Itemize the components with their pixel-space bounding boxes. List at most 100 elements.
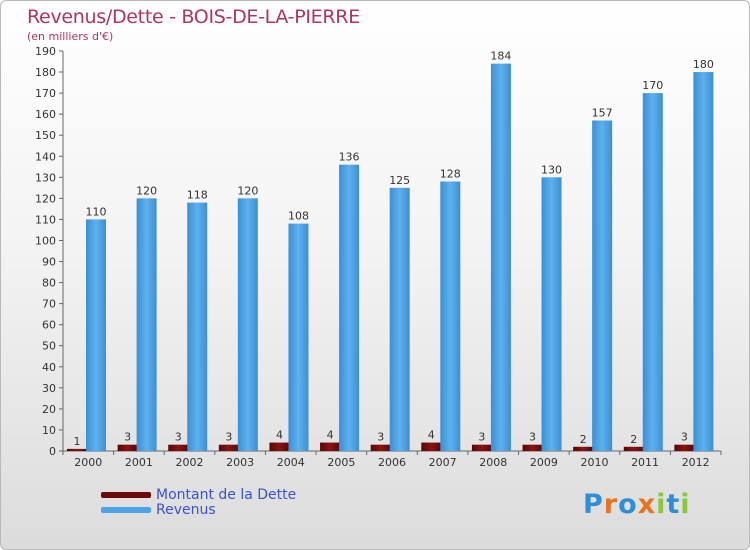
bar-revenus-2012	[693, 72, 714, 451]
y-tick-label: 190	[35, 45, 56, 58]
data-label-dette-2003: 3	[225, 431, 232, 444]
bar-dette-2001	[117, 444, 138, 451]
bar-revenus-2004	[288, 223, 309, 451]
legend-label-dette: Montant de la Dette	[156, 487, 297, 503]
bar-dette-2009	[522, 444, 543, 451]
bars-group	[67, 63, 714, 452]
bar-revenus-2008	[490, 63, 511, 451]
x-tick-label-2007: 2007	[429, 456, 457, 469]
y-tick-label: 80	[42, 277, 56, 290]
data-label-dette-2010: 2	[580, 433, 587, 446]
x-tick-label-2004: 2004	[277, 456, 305, 469]
bar-dette-2000	[67, 448, 87, 451]
y-tick-label: 10	[42, 424, 56, 437]
x-tick-label-2010: 2010	[580, 456, 608, 469]
bar-revenus-2002	[187, 202, 208, 451]
logo-letter: o	[618, 489, 638, 520]
y-tick-label: 0	[49, 445, 56, 458]
proxiti-logo: Proxiti	[583, 489, 691, 520]
y-tick-label: 100	[35, 234, 56, 247]
bar-dette-2003	[218, 444, 239, 451]
legend-swatch-revenus	[101, 507, 151, 513]
data-label-revenus-2007: 128	[440, 168, 461, 181]
bar-dette-2005	[320, 442, 341, 451]
bar-revenus-2000	[86, 219, 106, 451]
chart-title: Revenus/Dette - BOIS-DE-LA-PIERRE	[27, 6, 360, 28]
bar-revenus-2010	[592, 120, 613, 451]
y-tick-label: 60	[42, 319, 56, 332]
bar-dette-2012	[674, 444, 695, 451]
legend-label-revenus: Revenus	[156, 502, 216, 518]
x-tick-label-2000: 2000	[74, 456, 102, 469]
bar-dette-2007	[421, 442, 442, 451]
data-label-revenus-2011: 170	[642, 79, 663, 92]
logo-letter: r	[603, 489, 619, 520]
data-label-dette-2009: 3	[529, 431, 536, 444]
bar-revenus-2006	[389, 187, 410, 451]
chart-subtitle: (en milliers d'€)	[27, 30, 114, 43]
y-tick-label: 150	[35, 129, 56, 142]
bar-revenus-2003	[237, 198, 258, 451]
data-label-revenus-2009: 130	[541, 163, 562, 176]
bar-dette-2008	[471, 444, 492, 451]
data-label-revenus-2001: 120	[136, 184, 157, 197]
bar-revenus-2001	[136, 198, 157, 451]
x-tick-label-2001: 2001	[125, 456, 153, 469]
data-label-revenus-2003: 120	[237, 184, 258, 197]
data-label-dette-2004: 4	[276, 429, 283, 442]
logo-letter: P	[583, 489, 604, 520]
data-label-revenus-2006: 125	[389, 174, 410, 187]
logo-letter: i	[680, 489, 691, 520]
data-label-dette-2001: 3	[124, 431, 131, 444]
y-tick-label: 50	[42, 340, 56, 353]
data-label-revenus-2012: 180	[693, 58, 714, 71]
y-tick-label: 90	[42, 256, 56, 269]
data-label-revenus-2004: 108	[288, 210, 309, 223]
y-tick-label: 130	[35, 171, 56, 184]
y-tick-label: 140	[35, 150, 56, 163]
y-tick-label: 160	[35, 108, 56, 121]
bar-dette-2011	[623, 446, 644, 451]
x-tick-label-2012: 2012	[682, 456, 710, 469]
y-tick-label: 170	[35, 87, 56, 100]
x-tick-label-2009: 2009	[530, 456, 558, 469]
y-tick-label: 40	[42, 361, 56, 374]
data-label-revenus-2005: 136	[339, 151, 360, 164]
bar-revenus-2011	[642, 93, 663, 452]
x-tick-label-2005: 2005	[327, 456, 355, 469]
data-label-dette-2002: 3	[175, 431, 182, 444]
data-label-dette-2000: 1	[74, 435, 81, 448]
bar-revenus-2009	[541, 177, 562, 451]
x-tick-label-2003: 2003	[226, 456, 254, 469]
bar-dette-2002	[168, 444, 189, 451]
x-tick-label-2011: 2011	[631, 456, 659, 469]
y-tick-label: 180	[35, 66, 56, 79]
data-label-dette-2008: 3	[478, 431, 485, 444]
data-label-dette-2005: 4	[327, 429, 334, 442]
y-tick-label: 70	[42, 298, 56, 311]
bar-revenus-2007	[440, 181, 461, 452]
data-label-revenus-2000: 110	[86, 205, 107, 218]
logo-letter: i	[656, 489, 667, 520]
y-tick-label: 110	[35, 213, 56, 226]
logo-letter: x	[637, 489, 657, 520]
data-label-revenus-2008: 184	[490, 50, 511, 63]
labels-group: 2000 1 110 2001 3 120 2002 3 118 2003 3 120 2004 4 108…	[74, 50, 714, 469]
data-label-revenus-2010: 157	[592, 106, 613, 119]
y-tick-label: 20	[42, 403, 56, 416]
x-tick-label-2006: 2006	[378, 456, 406, 469]
data-label-dette-2006: 3	[377, 431, 384, 444]
bar-dette-2006	[370, 444, 391, 451]
y-tick-label: 30	[42, 382, 56, 395]
data-label-dette-2011: 2	[630, 433, 637, 446]
data-label-revenus-2002: 118	[187, 189, 208, 202]
y-tick-label: 120	[35, 192, 56, 205]
data-label-dette-2012: 3	[681, 431, 688, 444]
x-tick-label-2008: 2008	[479, 456, 507, 469]
bar-dette-2010	[573, 446, 594, 451]
logo-letter: t	[666, 489, 681, 520]
data-label-dette-2007: 4	[428, 429, 435, 442]
legend-swatch-dette	[101, 492, 151, 498]
